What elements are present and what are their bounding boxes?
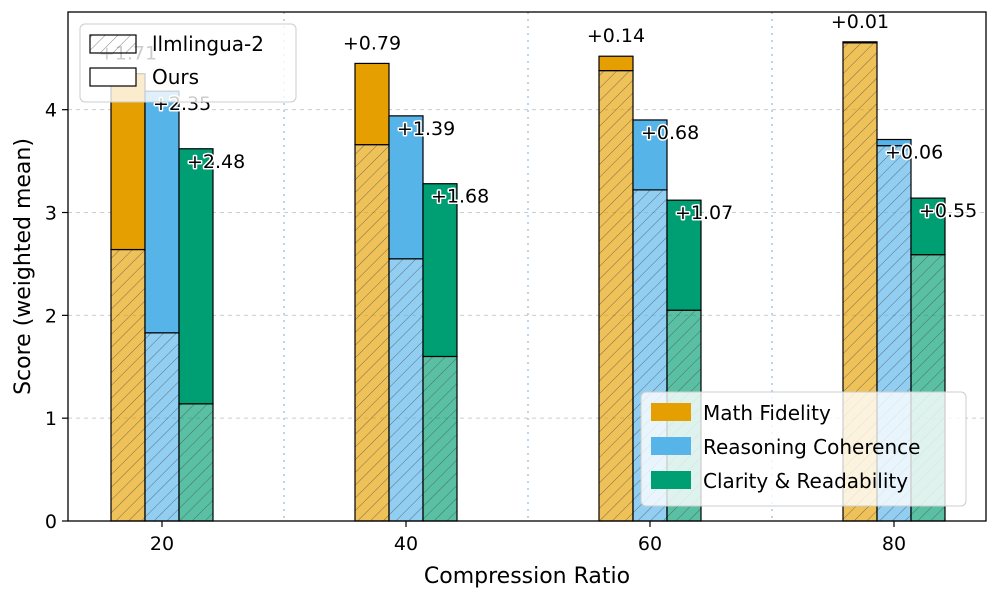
bar-llmlingua2 — [388, 258, 424, 522]
bar-ours — [632, 119, 668, 191]
y-tick-label: 0 — [45, 511, 57, 533]
method-legend-label: Ours — [152, 65, 199, 89]
x-tick-label: 40 — [394, 533, 418, 555]
metric-legend-swatch — [651, 403, 691, 421]
gain-label: +0.14 — [587, 25, 645, 47]
method-legend-label: llmlingua-2 — [152, 32, 264, 56]
gain-label: +0.01 — [831, 11, 889, 33]
metric-legend-swatch — [651, 471, 691, 489]
y-tick-label: 2 — [45, 305, 57, 327]
method-legend: llmlingua-2 Ours — [79, 23, 297, 103]
x-tick-label: 20 — [150, 533, 174, 555]
metric-legend-swatch — [651, 437, 691, 455]
gain-label: +2.48 — [187, 151, 245, 173]
x-tick-label: 60 — [638, 533, 662, 555]
metric-legend-label: Clarity & Readability — [703, 469, 908, 493]
bar-ours — [842, 41, 878, 44]
method-legend-swatch — [89, 34, 137, 54]
x-tick-label: 80 — [882, 533, 906, 555]
metric-legend: Math Fidelity Reasoning Coherence Clarity … — [640, 391, 967, 507]
y-tick-label: 4 — [45, 100, 57, 122]
plot-frame — [67, 11, 987, 522]
bar-ours — [144, 90, 180, 334]
bar-llmlingua2 — [354, 144, 390, 522]
bar-ours — [388, 115, 424, 260]
bar-llmlingua2 — [422, 355, 458, 522]
grid — [68, 12, 986, 521]
gain-label: +1.07 — [675, 202, 733, 224]
y-axis-label: Score (weighted mean) — [11, 138, 36, 395]
x-axis-label: Compression Ratio — [424, 564, 630, 589]
bar-llmlingua2 — [110, 248, 146, 522]
metric-legend-box — [640, 391, 967, 507]
bar-ours — [598, 55, 634, 72]
gain-label: +0.68 — [641, 122, 699, 144]
gain-label: +1.68 — [431, 186, 489, 208]
bar-ours — [110, 73, 146, 251]
metric-legend-label: Reasoning Coherence — [703, 435, 920, 459]
bar-llmlingua2 — [598, 70, 634, 522]
gain-label: +0.79 — [343, 32, 401, 54]
bar-llmlingua2 — [144, 332, 180, 522]
y-tick-label: 1 — [45, 408, 57, 430]
bar-ours — [422, 183, 458, 358]
gain-label: +0.06 — [885, 142, 943, 164]
method-legend-swatch — [89, 67, 137, 87]
metric-legend-label: Math Fidelity — [703, 401, 831, 425]
bar-ours — [666, 199, 702, 311]
bar-llmlingua2 — [178, 403, 214, 522]
axes: 0 1 2 3 4 20 40 60 80 Compression Ratio Score (wei… — [11, 11, 987, 589]
bar-ours — [178, 148, 214, 405]
y-tick-label: 3 — [45, 203, 57, 225]
bar-ours — [876, 138, 912, 147]
bar-ours — [354, 62, 390, 146]
bar-ours — [910, 197, 946, 256]
gain-label: +1.39 — [397, 118, 455, 140]
gain-label: +0.55 — [919, 200, 977, 222]
